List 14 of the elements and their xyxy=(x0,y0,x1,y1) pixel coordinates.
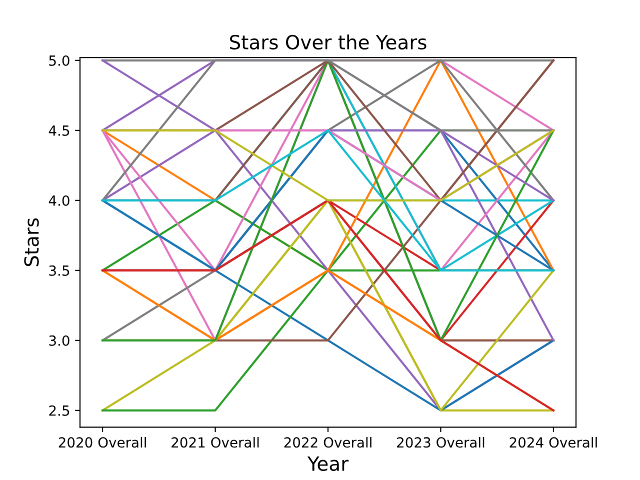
x-tick-label: 2020 Overall xyxy=(58,436,146,448)
x-tick-label: 2023 Overall xyxy=(397,436,484,448)
y-tick-label: 5.0 xyxy=(49,55,70,66)
y-tick-label: 2.5 xyxy=(49,405,70,416)
y-tick-label: 3.5 xyxy=(49,265,70,276)
y-tick-label: 4.0 xyxy=(48,195,70,206)
y-axis-title: Stars xyxy=(24,218,39,266)
x-axis-title: Year xyxy=(307,456,349,471)
chart-title: Stars Over the Years xyxy=(230,34,426,50)
x-tick-label: 2021 Overall xyxy=(172,436,259,448)
x-tick-label: 2022 Overall xyxy=(284,436,372,448)
y-tick-label: 4.5 xyxy=(48,126,70,136)
x-tick-label: 2024 Overall xyxy=(510,436,597,448)
y-tick-label: 3.0 xyxy=(49,335,70,346)
